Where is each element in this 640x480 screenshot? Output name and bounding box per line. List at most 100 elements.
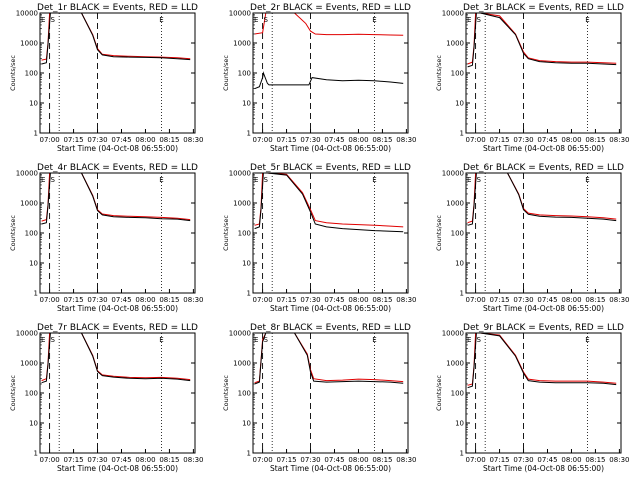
y-tick-label: 1000 <box>233 360 251 368</box>
x-tick-label: 07:00 <box>465 136 485 144</box>
y-tick-label: 10 <box>242 420 251 428</box>
events-series-line <box>467 12 617 68</box>
x-tick-label: 07:15 <box>489 296 509 304</box>
x-tick-label: 07:45 <box>537 296 557 304</box>
x-tick-label: 07:00 <box>252 456 272 464</box>
y-tick-label: 10 <box>29 260 38 268</box>
y-axis-label: Counts/sec <box>9 55 17 91</box>
y-tick-label: 10000 <box>16 10 38 18</box>
y-tick-label: 10000 <box>229 10 251 18</box>
x-tick-label: 08:15 <box>159 136 179 144</box>
x-tick-label: 07:45 <box>324 296 344 304</box>
lld-series-line <box>254 172 404 228</box>
plot-frame <box>39 332 196 454</box>
x-tick-label: 08:00 <box>561 136 581 144</box>
panel-title: Det_1r BLACK = Events, RED = LLD <box>37 3 198 13</box>
marker-letter: E <box>372 16 376 24</box>
marker-letter: E <box>41 16 45 24</box>
panel-title: Det_3r BLACK = Events, RED = LLD <box>463 3 624 13</box>
x-tick-label: 07:30 <box>513 296 533 304</box>
x-tick-label: 07:30 <box>87 456 107 464</box>
x-tick-label: 08:30 <box>396 456 416 464</box>
y-tick-label: 10 <box>242 100 251 108</box>
x-tick-label: 07:00 <box>39 456 59 464</box>
y-tick-label: 10000 <box>229 330 251 338</box>
y-axis-label: Counts/sec <box>435 375 443 411</box>
plot-frame <box>39 172 196 294</box>
x-tick-label: 08:30 <box>396 296 416 304</box>
x-tick-label: 07:15 <box>63 296 83 304</box>
y-axis-label: Counts/sec <box>435 215 443 251</box>
x-tick-label: 08:00 <box>348 136 368 144</box>
y-tick-label: 1 <box>247 130 251 138</box>
x-tick-label: 08:30 <box>183 456 203 464</box>
lld-series-line <box>41 332 191 382</box>
y-tick-label: 1000 <box>446 200 464 208</box>
x-axis-label: Start Time (04-Oct-08 06:55:00) <box>483 144 604 153</box>
y-tick-label: 1 <box>460 290 464 298</box>
events-series-line <box>467 332 617 389</box>
x-tick-label: 07:45 <box>111 296 131 304</box>
y-tick-label: 100 <box>238 70 251 78</box>
marker-letter: S <box>264 16 269 24</box>
y-tick-label: 10 <box>242 260 251 268</box>
y-tick-label: 100 <box>25 230 38 238</box>
y-tick-label: 10 <box>455 260 464 268</box>
x-tick-label: 07:45 <box>111 456 131 464</box>
x-tick-label: 08:30 <box>609 456 629 464</box>
x-tick-label: 07:30 <box>300 296 320 304</box>
x-tick-label: 07:30 <box>87 136 107 144</box>
lld-series-line <box>467 172 617 224</box>
x-tick-label: 08:30 <box>609 296 629 304</box>
y-axis-label: Counts/sec <box>9 375 17 411</box>
y-tick-label: 1000 <box>446 40 464 48</box>
x-axis-label: Start Time (04-Oct-08 06:55:00) <box>483 304 604 313</box>
x-tick-label: 07:45 <box>324 456 344 464</box>
lld-series-line <box>41 12 191 61</box>
lld-series-line <box>254 332 404 384</box>
x-tick-label: 07:30 <box>513 456 533 464</box>
y-axis-label: Counts/sec <box>222 55 230 91</box>
events-series-line <box>254 332 404 385</box>
marker-letter: S <box>51 176 56 184</box>
y-axis-label: Counts/sec <box>9 215 17 251</box>
marker-letter: S <box>477 336 482 344</box>
panel-title: Det_2r BLACK = Events, RED = LLD <box>250 3 411 13</box>
x-tick-label: 08:15 <box>159 456 179 464</box>
y-tick-label: 100 <box>238 390 251 398</box>
y-tick-label: 10000 <box>16 170 38 178</box>
x-tick-label: 08:15 <box>159 296 179 304</box>
y-tick-label: 10000 <box>229 170 251 178</box>
y-tick-label: 100 <box>25 390 38 398</box>
y-axis-label: Counts/sec <box>222 215 230 251</box>
marker-letter: S <box>264 336 269 344</box>
x-axis-label: Start Time (04-Oct-08 06:55:00) <box>57 464 178 473</box>
panel-title: Det_4r BLACK = Events, RED = LLD <box>37 163 198 173</box>
marker-letter: E <box>467 176 471 184</box>
events-series-line <box>467 172 617 226</box>
x-tick-label: 08:15 <box>372 296 392 304</box>
marker-letter: E <box>372 336 376 344</box>
panel-title: Det_5r BLACK = Events, RED = LLD <box>250 163 411 173</box>
x-tick-label: 08:00 <box>561 456 581 464</box>
x-tick-label: 08:30 <box>609 136 629 144</box>
x-tick-label: 08:00 <box>348 296 368 304</box>
y-tick-label: 1000 <box>233 200 251 208</box>
marker-letter: E <box>254 16 258 24</box>
plot-frame <box>252 332 409 454</box>
x-tick-label: 08:00 <box>561 296 581 304</box>
plot-frame <box>252 12 409 134</box>
x-axis-label: Start Time (04-Oct-08 06:55:00) <box>270 144 391 153</box>
marker-letter: E <box>159 16 163 24</box>
plot-frame <box>465 12 622 134</box>
x-tick-label: 08:30 <box>183 296 203 304</box>
marker-letter: E <box>254 176 258 184</box>
x-axis-label: Start Time (04-Oct-08 06:55:00) <box>270 304 391 313</box>
y-tick-label: 10 <box>455 420 464 428</box>
y-tick-label: 1 <box>247 450 251 458</box>
